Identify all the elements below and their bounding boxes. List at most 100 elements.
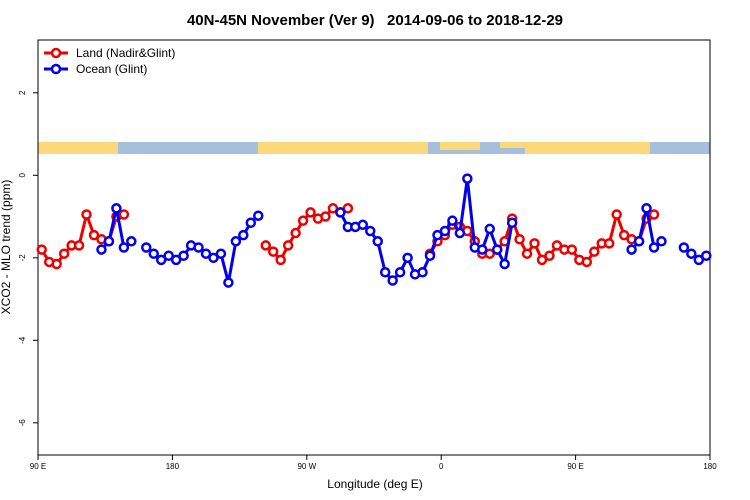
data-point: [686, 248, 697, 259]
data-point: [521, 248, 533, 259]
data-point: [551, 240, 563, 251]
data-point: [693, 254, 705, 266]
data-point: [178, 250, 189, 262]
data-point: [484, 248, 495, 259]
data-point: [148, 248, 159, 259]
data-point: [327, 203, 339, 214]
data-point: [200, 248, 212, 259]
data-point: [267, 246, 279, 257]
x-tick-label: 0: [439, 462, 444, 471]
data-point: [118, 209, 130, 220]
x-tick-label: 90 W: [297, 462, 316, 471]
data-point: [581, 256, 593, 268]
data-point: [491, 244, 503, 255]
data-point: [96, 244, 107, 255]
data-point: [484, 223, 495, 235]
data-point: [536, 254, 548, 266]
data-point: [372, 236, 383, 247]
data-point: [447, 215, 458, 226]
data-point: [365, 225, 376, 237]
data-point: [58, 248, 70, 259]
data-point: [275, 254, 286, 266]
x-tick-label: 90 E: [567, 462, 583, 471]
y-tick-label: 2: [18, 90, 27, 95]
data-point: [260, 240, 271, 251]
data-point: [603, 238, 615, 249]
data-point: [223, 277, 234, 288]
legend-label: Ocean (Glint): [76, 62, 147, 76]
data-point: [253, 210, 264, 221]
data-point: [611, 209, 622, 220]
data-point: [290, 227, 301, 239]
data-point: [238, 229, 249, 241]
data-point: [648, 242, 660, 253]
data-point: [245, 217, 257, 228]
y-tick-label: -2: [18, 254, 27, 262]
data-point: [454, 227, 466, 239]
data-point: [305, 207, 316, 218]
data-point: [335, 207, 346, 218]
x-tick-label: 90 E: [30, 462, 46, 471]
data-point: [506, 217, 518, 228]
y-tick-label: -4: [18, 336, 27, 344]
data-point: [81, 209, 92, 220]
data-point: [499, 258, 510, 270]
data-point: [544, 250, 555, 262]
data-point: [648, 209, 660, 220]
data-point: [656, 236, 667, 247]
x-tick-label: 180: [703, 462, 717, 471]
data-point: [566, 244, 578, 255]
data-point: [320, 211, 331, 222]
data-point: [633, 236, 645, 247]
data-point: [208, 252, 219, 264]
data-point: [394, 267, 406, 278]
data-point: [342, 203, 354, 214]
legend-marker: [50, 47, 62, 59]
data-point: [163, 250, 174, 262]
data-point: [477, 244, 488, 255]
data-point: [73, 240, 85, 251]
data-point: [118, 242, 130, 253]
data-point: [297, 215, 309, 226]
data-point: [215, 248, 227, 259]
data-point: [230, 236, 242, 247]
data-point: [462, 173, 473, 184]
series-line: [40, 206, 655, 266]
chart-title: 40N-45N November (Ver 9) 2014-09-06 to 2…: [187, 12, 563, 29]
land-ocean-mask: [38, 142, 710, 154]
data-point: [379, 267, 391, 278]
data-point: [51, 258, 62, 270]
data-point: [36, 244, 47, 255]
data-point: [193, 242, 204, 253]
data-point: [103, 236, 115, 247]
y-tick-label: 0: [18, 173, 27, 178]
data-point: [357, 219, 369, 231]
data-point: [170, 254, 182, 266]
legend-label: Land (Nadir&Glint): [76, 46, 175, 60]
x-tick-label: 180: [166, 462, 180, 471]
data-point: [678, 242, 690, 253]
data-point: [111, 203, 122, 214]
y-axis-label: XCO2 - MLO trend (ppm): [0, 180, 13, 315]
data-point: [141, 242, 152, 253]
series-line: [100, 178, 707, 283]
data-point: [155, 254, 167, 266]
data-point: [641, 203, 652, 214]
data-point: [626, 244, 637, 255]
x-axis-label: Longitude (deg E): [327, 477, 422, 491]
legend-marker: [50, 63, 62, 75]
data-point: [589, 246, 600, 257]
data-point: [88, 229, 100, 241]
data-point: [432, 229, 443, 241]
data-point: [439, 225, 451, 237]
data-point: [387, 275, 398, 286]
data-point: [417, 267, 428, 278]
data-point: [701, 250, 712, 262]
data-point: [424, 250, 436, 262]
data-point: [514, 233, 525, 245]
data-point: [618, 229, 630, 241]
data-point: [402, 252, 413, 264]
y-tick-label: -6: [18, 419, 27, 427]
data-point: [126, 236, 137, 247]
